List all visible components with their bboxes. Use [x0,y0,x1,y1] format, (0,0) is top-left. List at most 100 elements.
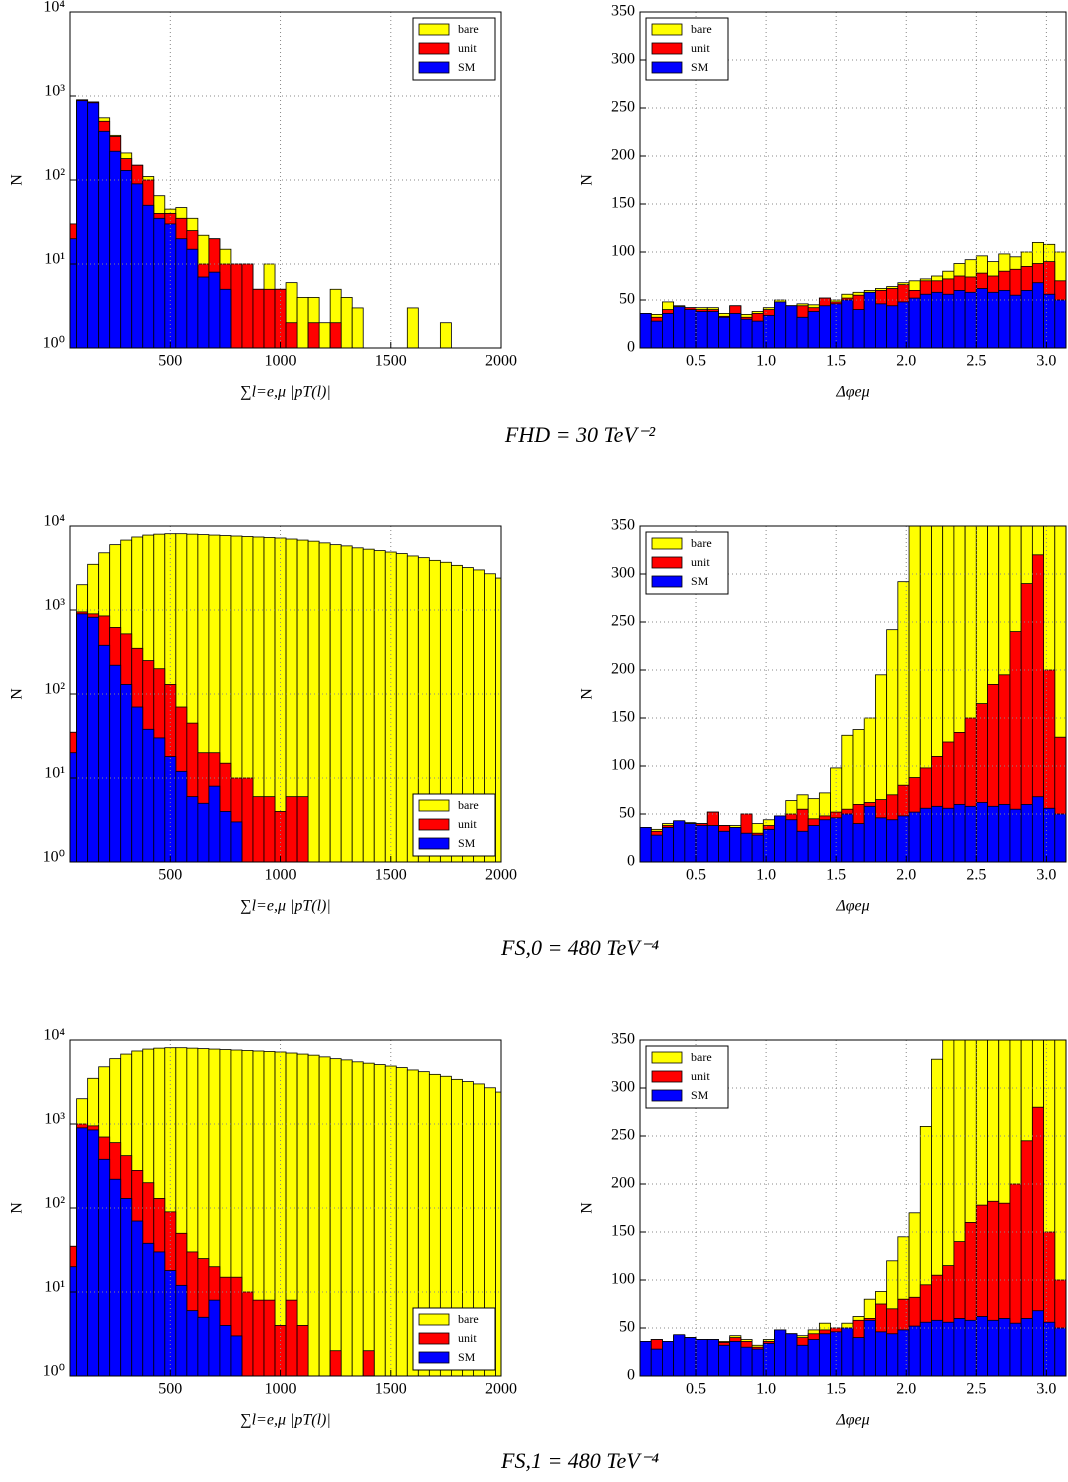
bar [673,1334,686,1376]
legend-label: unit [691,1069,710,1083]
legend-swatch [651,575,683,588]
x-axis-label: ∑l=e,μ |pT(l)| [240,898,331,915]
panel: 10⁰ 10¹ 10² 10³ 10⁴ 500 1000 1500 2000 ∑l=e,μ |pT… [9,513,517,915]
legend-swatch [418,61,450,74]
bar [98,1158,111,1376]
bar [395,1067,408,1376]
x-tick-label: 1500 [375,353,407,370]
bar [351,1061,364,1376]
bar [796,830,809,862]
legend-swatch [418,1313,450,1326]
bar [252,796,265,862]
x-tick-label: 1.0 [756,1381,776,1398]
panel: 10⁰ 10¹ 10² 10³ 10⁴ 500 1000 1500 2000 ∑l=e,μ |pT… [9,1027,517,1429]
legend-label: SM [458,60,476,74]
bar [406,307,419,348]
bar [863,291,876,348]
legend-label: unit [458,817,477,831]
bar [740,832,753,862]
y-tick-label: 0 [627,1367,635,1384]
plot-area [70,99,452,348]
x-axis-label: Δφeμ [835,898,869,915]
legend-label: SM [691,60,709,74]
bar [818,305,831,348]
y-tick-label: 300 [611,51,635,68]
bar [208,785,221,862]
legend-label: unit [458,41,477,55]
plot-area [640,241,1066,348]
bar [1043,807,1056,862]
plot-area [640,1040,1066,1376]
bar [987,291,1000,348]
y-axis-label: N [9,1202,26,1214]
bar [153,1251,166,1376]
bar [908,1325,921,1376]
y-axis-label: N [579,1202,596,1214]
bar [942,807,955,862]
bar [942,293,955,348]
bar [340,545,353,862]
bar [153,217,166,348]
bar [340,1059,353,1376]
bar [919,807,932,862]
bar [975,288,988,348]
y-tick-label: 200 [611,661,635,678]
legend-swatch [651,23,683,36]
bar [1043,1040,1056,1376]
x-tick-label: 2.0 [896,353,916,370]
legend-swatch [418,837,450,850]
bar [495,577,501,862]
bar [109,150,122,348]
bar [942,1321,955,1376]
legend-swatch [651,61,683,74]
bar [897,1329,910,1376]
plot-frame [639,1039,1067,1377]
bar [673,306,686,348]
legend-swatch [418,42,450,55]
bar [274,288,287,348]
bar [87,1129,100,1376]
bar [673,820,686,862]
plot-frame [69,1039,502,1377]
bar [1043,1321,1056,1376]
bar [830,303,843,348]
legend-label: bare [691,536,712,550]
x-tick-label: 1000 [265,867,297,884]
legend-swatch [651,537,683,550]
bar [807,1339,820,1376]
bar [76,100,89,348]
bar [307,1054,320,1376]
bar [998,289,1011,348]
bar [98,644,111,862]
bar [241,263,254,348]
bar [318,322,331,348]
bar [931,1319,944,1376]
bar [208,271,221,348]
bar [863,805,876,862]
bar [307,322,320,348]
x-tick-label: 500 [158,353,182,370]
legend-label: bare [691,22,712,36]
bar [351,307,364,348]
bar [640,1341,652,1376]
bar [98,130,111,348]
caption: FS,0 = 480 TeV⁻⁴ [500,935,659,960]
legend-label: bare [691,1050,712,1064]
y-tick-label: 10⁴ [43,1027,65,1044]
y-tick-label: 200 [611,147,635,164]
bar [1054,813,1066,862]
bar [1009,294,1022,348]
bar [852,1337,865,1376]
legend-label: SM [691,1088,709,1102]
y-tick-label: 10¹ [44,765,65,782]
x-tick-label: 1000 [265,353,297,370]
y-tick-label: 0 [627,853,635,870]
bar [197,1316,210,1376]
bar [998,804,1011,862]
plot-frame [639,525,1067,863]
bar [931,805,944,862]
y-tick-label: 100 [611,757,635,774]
bar [964,1319,977,1376]
legend-swatch [651,42,683,55]
bar [1009,808,1022,862]
